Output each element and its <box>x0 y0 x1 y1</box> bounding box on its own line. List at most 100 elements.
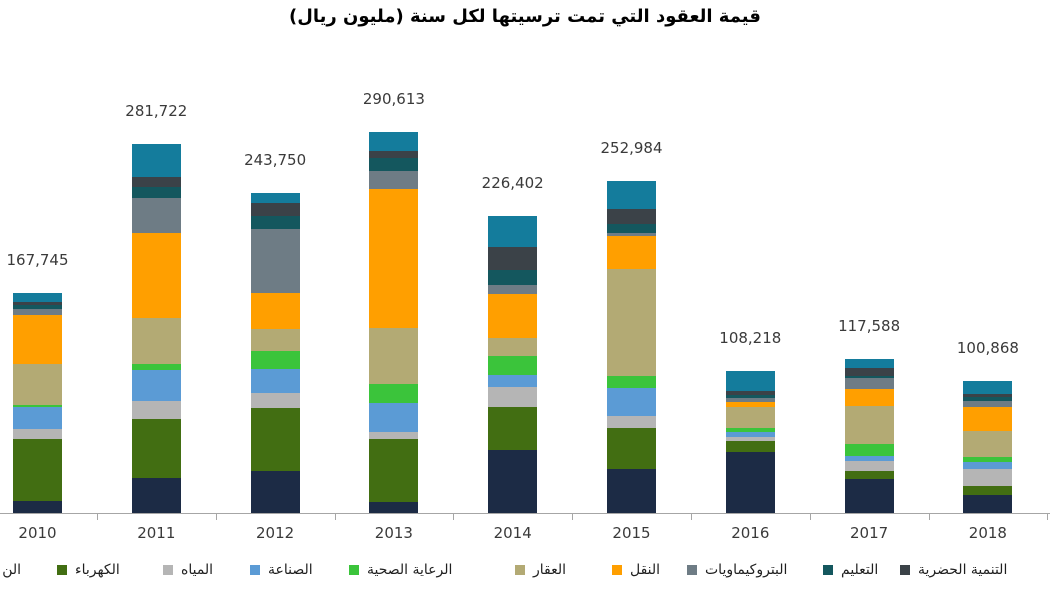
year-label: 2017 <box>850 524 889 542</box>
bar-segment <box>488 355 538 375</box>
bar-segment <box>607 208 656 224</box>
bar-segment <box>13 293 62 302</box>
bar-segment <box>131 317 181 364</box>
bar-segment <box>844 460 894 471</box>
total-label: 243,750 <box>244 151 307 170</box>
bar-segment <box>725 397 775 402</box>
legend-item-clipped: الن <box>2 562 21 578</box>
bar-segment <box>488 450 538 513</box>
bar-segment <box>844 377 894 389</box>
bar-segment <box>488 337 538 356</box>
bar-segment <box>250 329 300 352</box>
bar-segment <box>607 223 656 233</box>
bar-segment <box>607 232 656 236</box>
bar-segment <box>13 363 62 405</box>
bar-segment <box>607 375 656 388</box>
bar-segment <box>844 367 894 376</box>
bar-segment <box>963 461 1013 469</box>
total-label: 108,218 <box>719 329 782 348</box>
total-label: 252,984 <box>600 139 663 158</box>
bar-segment <box>131 477 181 513</box>
bar-segment <box>488 246 538 270</box>
bar-segment <box>131 233 181 318</box>
bar-segment <box>131 401 181 419</box>
bar-segment <box>963 407 1013 432</box>
legend-label: الصناعة <box>268 562 313 578</box>
legend-label: الرعاية الصحية <box>367 562 453 578</box>
bar-segment <box>13 301 62 305</box>
bar-segment <box>369 439 419 502</box>
bar-segment <box>13 428 62 439</box>
bar-segment <box>963 393 1013 397</box>
axis-tick <box>334 513 336 520</box>
legend-label: العقار <box>533 562 567 578</box>
legend-swatch <box>250 565 260 575</box>
bar-segment <box>725 371 775 391</box>
bar-segment <box>131 177 181 187</box>
bar-segment <box>963 485 1013 496</box>
bar-segment <box>725 452 775 513</box>
axis-tick <box>96 513 98 520</box>
x-axis-line <box>0 513 1050 514</box>
year-label: 2010 <box>18 524 57 542</box>
bar-segment <box>131 143 181 177</box>
axis-tick <box>809 513 811 520</box>
bar-segment <box>488 284 538 294</box>
year-label: 2014 <box>493 524 532 542</box>
bar-segment <box>607 415 656 428</box>
chart-title: قيمة العقود التي تمت ترسيتها لكل سنة (مل… <box>289 6 761 27</box>
bar-segment <box>250 471 300 513</box>
bar-segment <box>250 408 300 472</box>
bar-segment <box>844 405 894 444</box>
legend-swatch <box>823 565 833 575</box>
bar-segment <box>13 304 62 309</box>
year-label: 2015 <box>612 524 651 542</box>
bar-segment <box>488 269 538 285</box>
bar-segment <box>963 431 1013 457</box>
bar-segment <box>13 308 62 315</box>
bar-segment <box>725 401 775 407</box>
year-label: 2013 <box>374 524 413 542</box>
total-label: 290,613 <box>362 89 425 108</box>
bar-segment <box>607 235 656 269</box>
bar-segment <box>369 384 419 404</box>
bar-segment <box>607 468 656 513</box>
bar-segment <box>844 470 894 479</box>
bar-segment <box>607 427 656 469</box>
legend-swatch <box>349 565 359 575</box>
axis-tick <box>572 513 574 520</box>
bar-segment <box>725 427 775 432</box>
bar-segment <box>963 401 1013 408</box>
legend-label: التعليم <box>841 562 879 578</box>
bar-segment <box>131 364 181 371</box>
bar-segment <box>963 396 1013 401</box>
bar-segment <box>488 293 538 338</box>
bar-segment <box>250 193 300 204</box>
total-label: 100,868 <box>956 338 1019 357</box>
legend-swatch <box>900 565 910 575</box>
bar-segment <box>963 457 1013 462</box>
bar-segment <box>725 441 775 453</box>
bar-segment <box>844 358 894 368</box>
total-label: 226,402 <box>481 174 544 193</box>
legend-label: البتروكيماويات <box>705 562 788 578</box>
bar-segment <box>725 436 775 441</box>
legend-swatch <box>515 565 525 575</box>
bar-segment <box>369 432 419 440</box>
bar-segment <box>13 500 62 513</box>
legend-label: المياه <box>181 562 214 578</box>
bar-segment <box>250 293 300 330</box>
axis-tick <box>453 513 455 520</box>
legend-swatch <box>612 565 622 575</box>
legend-label: الكهرباء <box>75 562 120 578</box>
bar-segment <box>963 495 1013 513</box>
bar-segment <box>13 404 62 407</box>
axis-tick <box>690 513 692 520</box>
bar-segment <box>725 394 775 398</box>
bar-segment <box>844 455 894 461</box>
total-label: 281,722 <box>125 101 188 120</box>
bar-segment <box>13 406 62 429</box>
year-label: 2016 <box>731 524 770 542</box>
bar-segment <box>488 386 538 408</box>
bar-segment <box>844 375 894 378</box>
